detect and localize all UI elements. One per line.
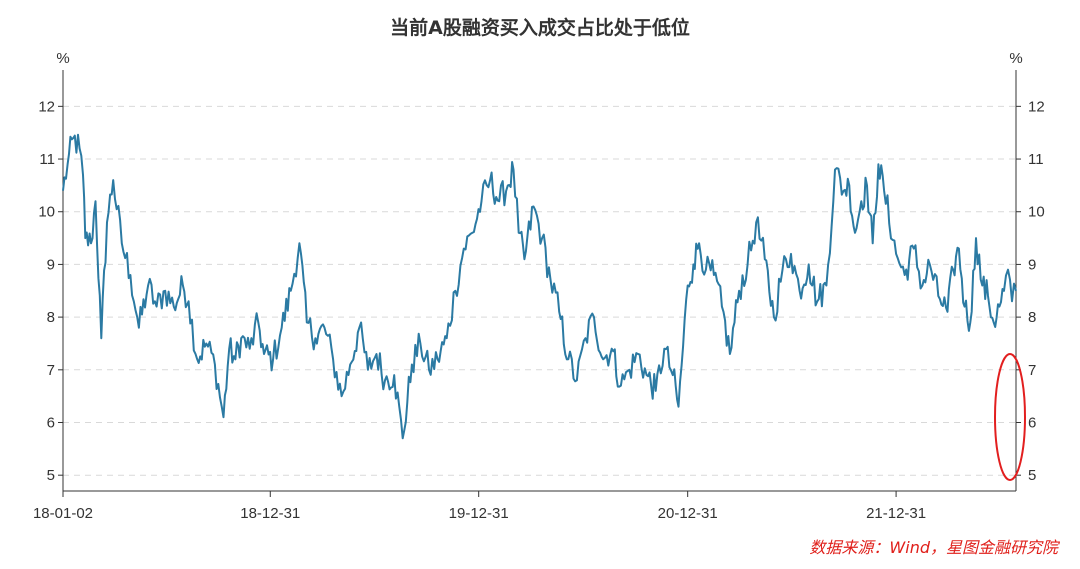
right-axis-unit: % [1009,50,1022,67]
y-tick-label-left: 11 [39,151,55,168]
y-tick-label-right: 7 [1028,362,1036,379]
chart-title: 当前A股融资买入成交占比处于低位 [390,16,690,39]
y-tick-label-right: 10 [1028,204,1045,221]
gridlines [63,105,1016,476]
series-layer [62,133,1017,440]
y-tick-label-right: 8 [1028,309,1036,326]
y-tick-label-left: 5 [47,467,55,484]
y-tick-label-right: 12 [1028,98,1045,115]
axes: 5 5 6 6 7 7 8 8 9 9 10 10 11 11 12 12 18-01-02 18-12-31 19… [33,70,1045,522]
y-tick-label-right: 11 [1028,151,1044,168]
y-tick-label-left: 7 [47,362,55,379]
source-note: 数据来源：Wind，星图金融研究院 [809,538,1061,557]
y-tick-label-left: 12 [38,98,55,115]
y-tick-label-left: 9 [47,256,55,273]
left-axis-unit: % [56,50,69,67]
highlight-ellipse [994,353,1026,481]
y-tick-label-right: 9 [1028,256,1036,273]
y-tick-label-left: 10 [38,204,55,221]
x-tick-label: 20-12-31 [658,505,718,522]
x-tick-label: 19-12-31 [449,505,509,522]
y-tick-label-right: 5 [1028,467,1036,484]
y-tick-label-left: 6 [47,415,55,432]
x-tick-label: 18-12-31 [240,505,300,522]
series-line [62,133,1017,440]
x-tick-label: 21-12-31 [866,505,926,522]
y-tick-label-left: 8 [47,309,55,326]
y-tick-label-right: 6 [1028,415,1036,432]
x-tick-label: 18-01-02 [33,505,93,522]
